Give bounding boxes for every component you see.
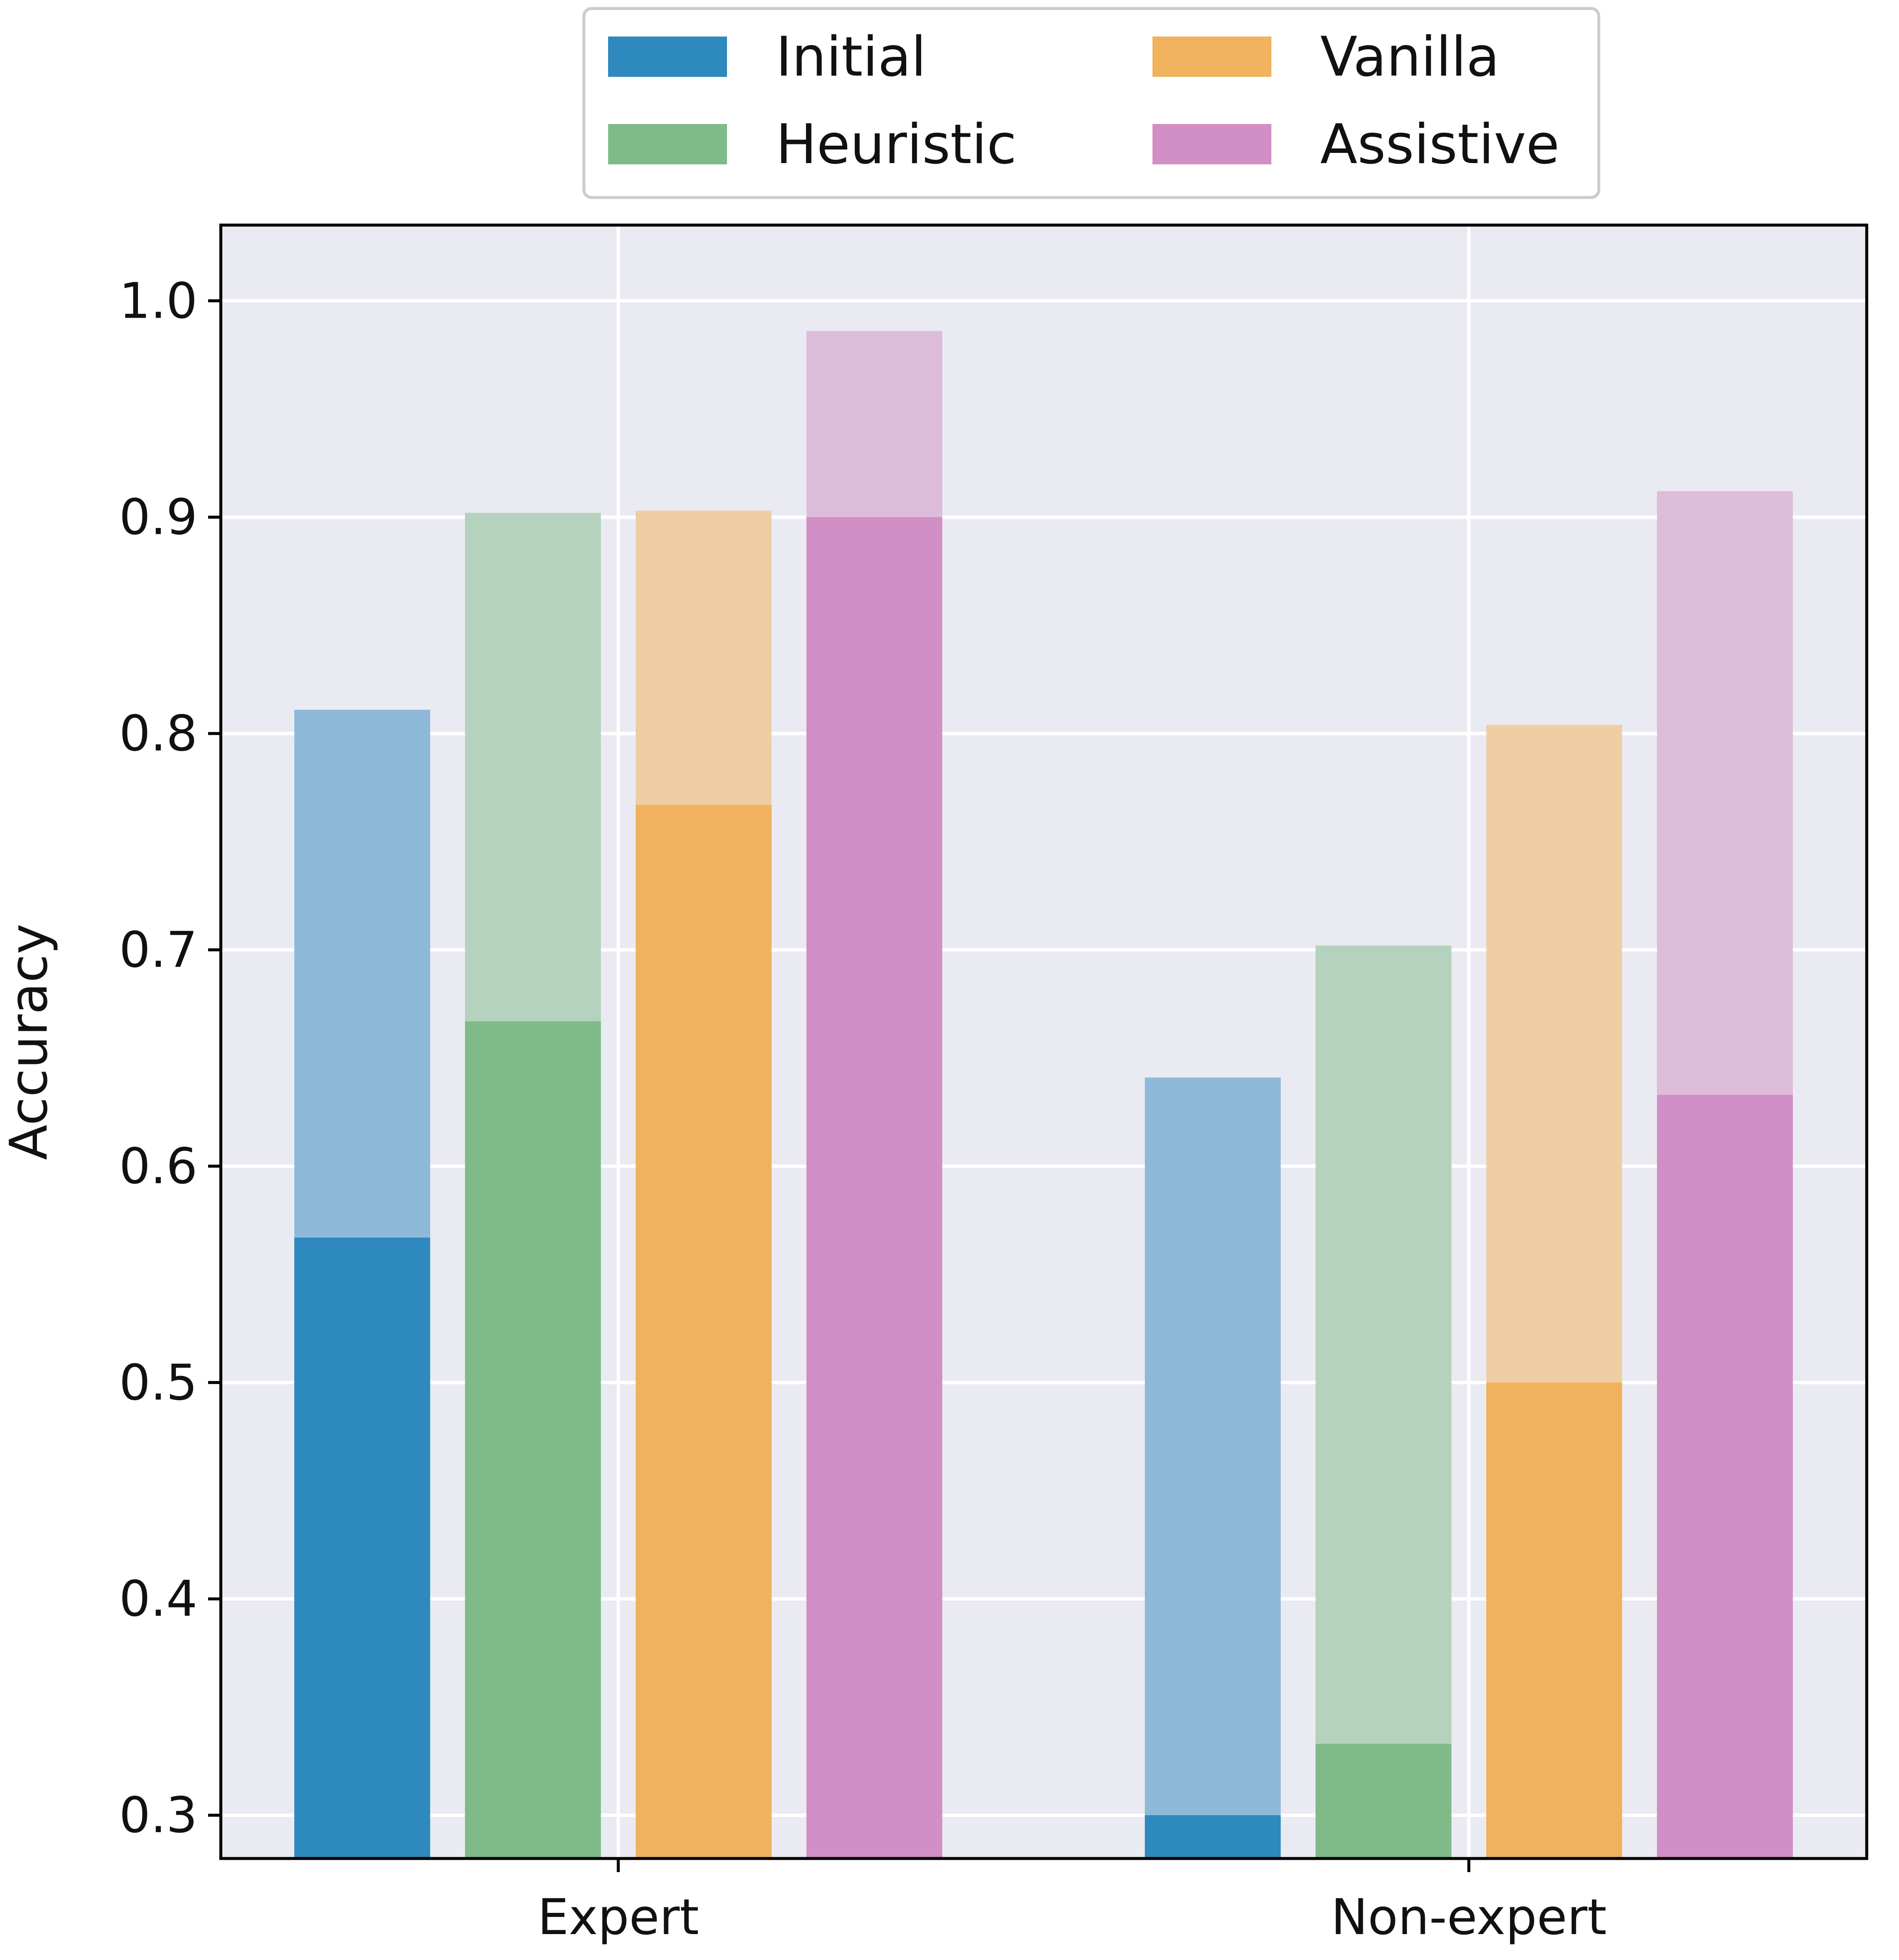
x-tick-label: Non-expert bbox=[1331, 1889, 1606, 1946]
y-axis-label: Accuracy bbox=[0, 924, 59, 1160]
y-tick-label: 0.4 bbox=[119, 1571, 197, 1628]
bar-vanilla-expert bbox=[636, 805, 772, 1858]
bar-initial-non-expert bbox=[1145, 1815, 1281, 1858]
legend-label-heuristic: Heuristic bbox=[776, 113, 1017, 176]
y-tick-label: 0.6 bbox=[119, 1138, 197, 1195]
legend-swatch-vanilla bbox=[1152, 37, 1271, 77]
bar-upper-heuristic-non-expert bbox=[1316, 945, 1451, 1858]
legend-label-assistive: Assistive bbox=[1320, 113, 1559, 176]
x-tick-label: Expert bbox=[538, 1889, 699, 1946]
y-tick-label: 0.3 bbox=[119, 1787, 197, 1844]
y-tick-label: 0.5 bbox=[119, 1354, 197, 1411]
bar-initial-expert bbox=[294, 1238, 430, 1858]
y-tick-label: 0.8 bbox=[119, 705, 197, 762]
bars bbox=[294, 331, 1793, 1859]
bar-assistive-non-expert bbox=[1657, 1094, 1793, 1858]
bar-heuristic-non-expert bbox=[1316, 1744, 1451, 1858]
bar-vanilla-non-expert bbox=[1486, 1382, 1622, 1858]
y-tick-label: 0.7 bbox=[119, 922, 197, 979]
legend: Initial Vanilla Heuristic Assistive bbox=[582, 7, 1600, 199]
y-tick-label: 1.0 bbox=[119, 272, 197, 330]
plot-frame bbox=[219, 223, 1868, 1860]
bar-heuristic-expert bbox=[465, 1021, 601, 1858]
x-axis: Expert Non-expert bbox=[538, 1858, 1607, 1946]
legend-swatch-initial bbox=[608, 37, 727, 77]
y-tick-label: 0.9 bbox=[119, 489, 197, 546]
legend-swatch-heuristic bbox=[608, 124, 727, 164]
legend-box bbox=[582, 7, 1600, 199]
y-axis: 0.3 0.4 0.5 0.6 0.7 0.8 0.9 1.0 bbox=[119, 272, 221, 1844]
legend-label-initial: Initial bbox=[776, 25, 926, 89]
bar-assistive-expert bbox=[806, 517, 942, 1858]
legend-swatch-assistive bbox=[1152, 124, 1271, 164]
legend-label-vanilla: Vanilla bbox=[1320, 25, 1499, 89]
bar-upper-initial-non-expert bbox=[1145, 1077, 1281, 1858]
